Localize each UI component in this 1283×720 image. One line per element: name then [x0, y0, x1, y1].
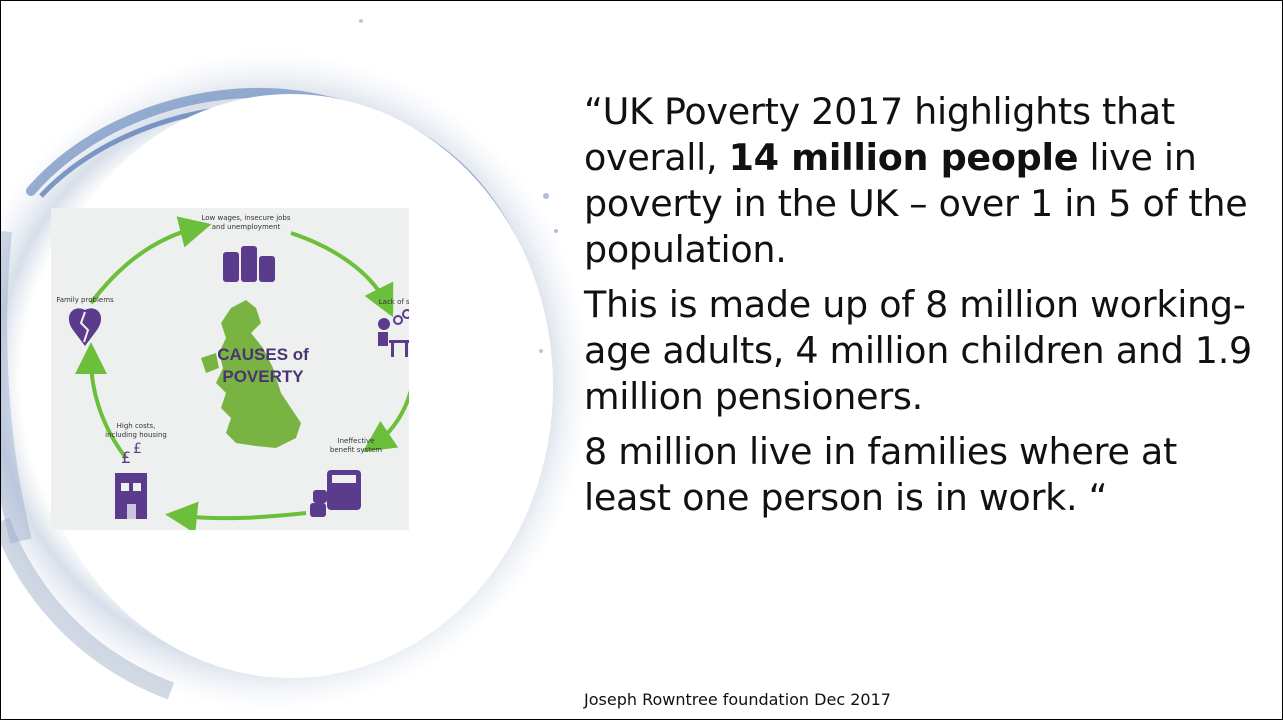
source-citation: Joseph Rowntree foundation Dec 2017 [584, 690, 891, 709]
label-low-wages: Low wages, insecure jobs [201, 214, 290, 222]
quote-highlight: 14 million people [728, 136, 1079, 179]
poverty-quote: “UK Poverty 2017 highlights that overall… [584, 89, 1264, 530]
house-costs-icon: £ £ [115, 441, 147, 519]
diagram-title-line1: CAUSES of [217, 345, 309, 364]
calculator-icon [310, 470, 361, 517]
label-family-problems: Family problems [56, 296, 114, 304]
label-benefit-system: benefit system [330, 446, 382, 454]
cycle-arrow [362, 390, 409, 452]
svg-text:£: £ [133, 441, 142, 457]
quote-paragraph-1: “UK Poverty 2017 highlights that overall… [584, 90, 1248, 271]
label-housing: including housing [105, 431, 167, 439]
worker-desk-icon [378, 309, 409, 357]
cycle-arrow [165, 501, 307, 530]
label-high-costs: High costs, [117, 422, 156, 430]
broken-heart-icon [68, 308, 102, 346]
causes-of-poverty-diagram: £ £ Low wages, insecure jobs and unemplo… [51, 208, 409, 530]
cycle-arrow [290, 231, 394, 318]
diagram-title-line2: POVERTY [222, 367, 304, 386]
cycle-arrow [89, 216, 212, 305]
label-unemployment: and unemployment [212, 223, 281, 231]
quote-paragraph-3: 8 million live in families where at leas… [584, 430, 1177, 519]
quote-paragraph-2: This is made up of 8 million working-age… [584, 283, 1252, 418]
label-ineffective: Ineffective [338, 437, 375, 445]
svg-text:£: £ [121, 448, 131, 467]
cycle-arrow [75, 342, 128, 460]
label-lack-skills: Lack of skills [379, 298, 409, 306]
uk-map [216, 300, 301, 448]
coins-icon [223, 246, 275, 282]
